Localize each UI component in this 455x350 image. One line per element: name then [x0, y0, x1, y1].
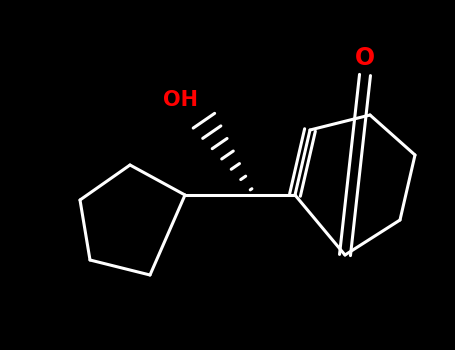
Text: OH: OH — [163, 90, 198, 110]
Text: O: O — [355, 46, 375, 70]
